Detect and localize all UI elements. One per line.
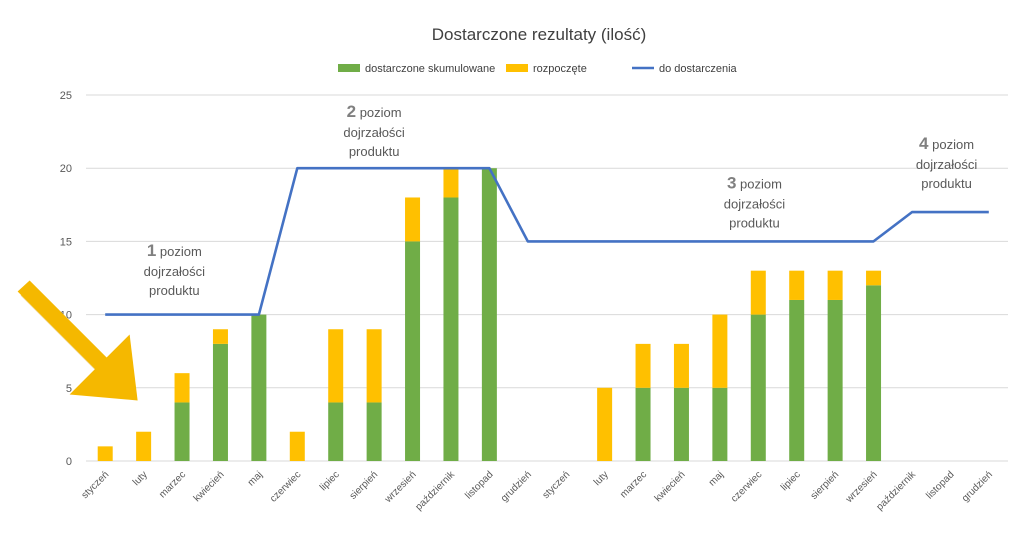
target-line	[105, 166, 989, 316]
bar-delivered	[212, 343, 228, 461]
x-tick-label: sierpień	[348, 469, 381, 502]
y-tick-label: 15	[60, 236, 72, 248]
bar-delivered	[750, 314, 766, 461]
bar-started	[750, 270, 766, 315]
x-tick-label: grudzień	[960, 469, 995, 504]
bar-delivered	[328, 402, 344, 461]
bar-delivered	[789, 299, 805, 461]
phase-word: poziom	[929, 137, 975, 152]
legend: dostarczone skumulowane rozpoczęte do dost…	[338, 63, 738, 75]
x-tick-label: styczeń	[541, 469, 573, 501]
bar-started	[712, 314, 728, 388]
y-tick-label: 5	[66, 383, 72, 395]
bar-delivered	[635, 387, 651, 461]
phase-line3: produktu	[729, 216, 780, 231]
y-tick-label: 20	[60, 163, 72, 175]
bar-started	[635, 343, 651, 388]
phase-line3: produktu	[921, 176, 972, 191]
bar-started	[866, 270, 882, 286]
phase-number: 3	[727, 174, 736, 193]
legend-label: do dostarczenia	[659, 63, 738, 75]
bar-delivered	[673, 387, 689, 461]
x-tick-label: październik	[875, 469, 919, 513]
phase-label: 2 poziom	[347, 102, 402, 121]
phase-line2: dojrzałości	[724, 197, 786, 212]
phase-label: 3 poziom	[727, 174, 782, 193]
x-tick-label: marzec	[618, 469, 649, 500]
y-tick-label: 25	[60, 90, 72, 102]
legend-label: rozpoczęte	[533, 63, 587, 75]
phase-word: poziom	[736, 177, 782, 192]
x-tick-label: listopad	[463, 469, 495, 501]
bar-started	[136, 431, 152, 461]
legend-label: dostarczone skumulowane	[365, 63, 495, 75]
bar-started	[443, 168, 459, 198]
bar-started	[789, 270, 805, 300]
x-tick-label: sierpień	[809, 469, 842, 502]
x-tick-label: luty	[592, 469, 611, 488]
bar-started	[97, 446, 113, 461]
x-tick-label: maj	[246, 469, 265, 488]
bar-started	[405, 197, 421, 242]
phase-word: poziom	[156, 244, 202, 259]
arrow-head	[69, 334, 138, 401]
chart-title: Dostarczone rezultaty (ilość)	[432, 25, 646, 44]
bar-delivered	[866, 285, 882, 461]
x-tick-label: kwiecień	[653, 469, 688, 504]
x-tick-label: marzec	[157, 469, 188, 500]
x-tick-label: maj	[707, 469, 726, 488]
x-tick-label: listopad	[924, 469, 956, 501]
arrow-shaft	[17, 280, 120, 383]
phase-line3: produktu	[149, 283, 200, 298]
phase-line3: produktu	[349, 144, 400, 159]
x-tick-label: październik	[414, 469, 458, 513]
bar-started	[597, 387, 613, 461]
x-tick-label: lipiec	[318, 469, 342, 493]
bar-delivered	[712, 387, 728, 461]
x-tick-label: wrzesień	[843, 469, 879, 505]
line-do-dostarczenia	[105, 166, 989, 316]
bar-started	[827, 270, 843, 300]
bar-delivered	[174, 402, 190, 461]
bar-delivered	[481, 168, 497, 461]
x-tick-label: kwiecień	[192, 469, 227, 504]
bar-delivered	[443, 197, 459, 462]
bar-started	[212, 329, 228, 344]
bar-started	[289, 431, 305, 461]
x-tick-label: czerwiec	[268, 469, 303, 504]
x-tick-label: styczeń	[80, 469, 112, 501]
y-tick-label: 0	[66, 456, 72, 468]
x-tick-label: grudzień	[499, 469, 534, 504]
bar-delivered	[251, 314, 267, 461]
legend-swatch	[338, 64, 360, 72]
annotations: 1 poziom dojrzałości produktu 2 poziom dojrz…	[144, 102, 978, 298]
phase-line2: dojrzałości	[343, 125, 405, 140]
phase-number: 1	[147, 241, 156, 260]
bar-delivered	[366, 402, 382, 461]
bar-started	[366, 329, 382, 403]
phase-word: poziom	[356, 105, 402, 120]
phase-label: 1 poziom	[147, 241, 202, 260]
arrow-pointer-icon	[17, 280, 138, 401]
phase-label: 4 poziom	[919, 134, 974, 153]
bar-started	[328, 329, 344, 403]
bar-delivered	[405, 241, 421, 461]
legend-swatch	[506, 64, 528, 72]
x-tick-label: czerwiec	[729, 469, 764, 504]
x-tick-label: lipiec	[779, 469, 803, 493]
x-axis-ticks: styczeń luty marzec kwiecień maj czerwiec lipi…	[80, 469, 995, 513]
bars	[97, 168, 882, 462]
bar-started	[673, 343, 689, 388]
phase-number: 4	[919, 134, 929, 153]
phase-line2: dojrzałości	[916, 157, 978, 172]
phase-number: 2	[347, 102, 356, 121]
x-tick-label: wrzesień	[382, 469, 418, 505]
bar-started	[174, 373, 190, 403]
phase-line2: dojrzałości	[144, 264, 206, 279]
x-tick-label: luty	[131, 469, 150, 488]
bar-delivered	[827, 299, 843, 461]
